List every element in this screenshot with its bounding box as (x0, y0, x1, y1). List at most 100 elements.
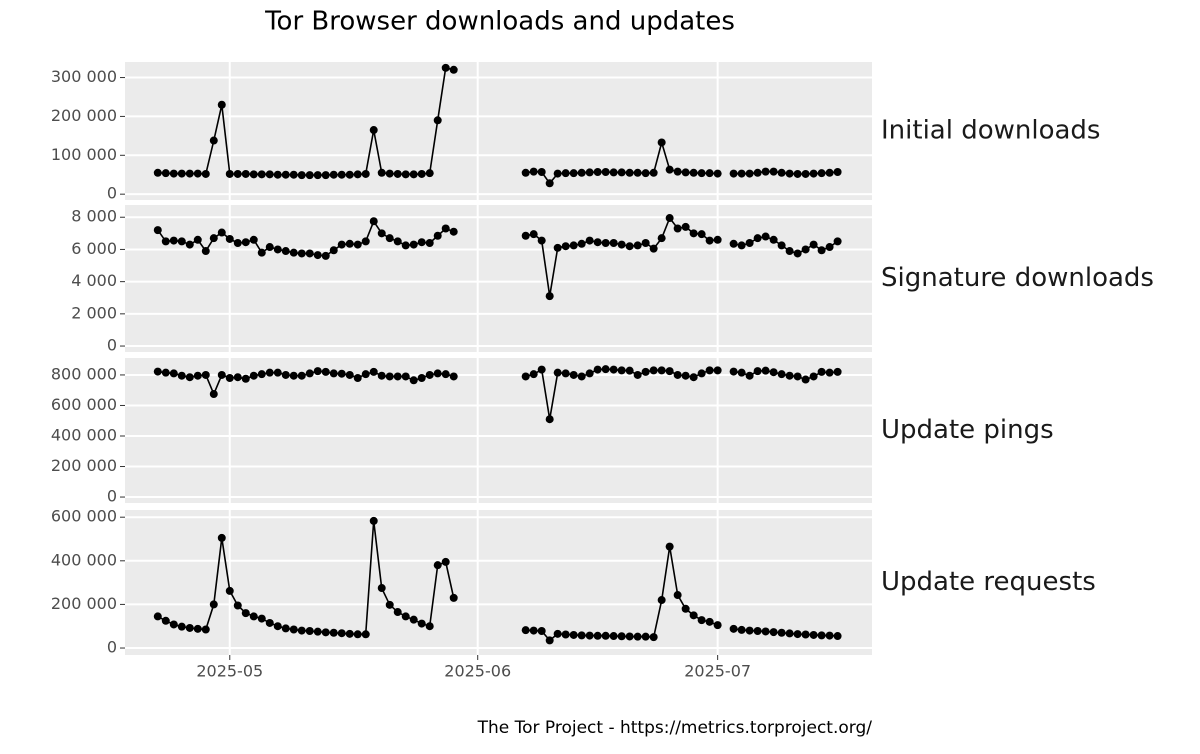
panel-background (125, 205, 872, 352)
data-point (793, 249, 802, 258)
data-point (353, 630, 362, 639)
data-point (385, 600, 394, 609)
data-point (305, 627, 314, 636)
data-point (833, 168, 842, 177)
data-point (185, 240, 194, 249)
data-point (585, 369, 594, 378)
y-tick-label: 8 000 (71, 207, 117, 226)
y-tick-label: 100 000 (51, 145, 117, 164)
data-point (569, 169, 578, 178)
data-point (273, 622, 282, 631)
data-point (705, 617, 714, 626)
data-point (153, 612, 162, 621)
data-point (393, 169, 402, 178)
y-tick-label: 200 000 (51, 106, 117, 125)
data-point (401, 372, 410, 381)
data-point (401, 241, 410, 250)
data-point (209, 600, 218, 609)
data-point (761, 167, 770, 176)
data-point (185, 373, 194, 382)
data-point (649, 244, 658, 253)
data-point (177, 169, 186, 178)
data-point (361, 370, 370, 379)
data-point (345, 239, 354, 248)
data-point (609, 632, 618, 641)
data-point (209, 136, 218, 145)
data-point (529, 167, 538, 176)
data-point (713, 366, 722, 375)
data-point (537, 365, 546, 374)
data-point (313, 627, 322, 636)
data-point (185, 623, 194, 632)
data-point (217, 228, 226, 237)
data-point (417, 169, 426, 178)
data-point (697, 169, 706, 178)
data-point (217, 370, 226, 379)
data-point (729, 239, 738, 248)
data-point (593, 631, 602, 640)
data-point (441, 224, 450, 233)
data-point (585, 168, 594, 177)
data-point (689, 229, 698, 238)
data-point (345, 170, 354, 179)
data-point (561, 369, 570, 378)
data-point (321, 251, 330, 260)
data-point (785, 169, 794, 178)
data-point (425, 169, 434, 178)
data-point (801, 169, 810, 178)
data-point (625, 366, 634, 375)
data-point (577, 239, 586, 248)
data-point (769, 167, 778, 176)
data-point (769, 368, 778, 377)
data-point (809, 240, 818, 249)
data-point (305, 369, 314, 378)
data-point (601, 631, 610, 640)
data-point (649, 366, 658, 375)
data-point (337, 170, 346, 179)
data-point (761, 627, 770, 636)
y-tick-label: 200 000 (51, 594, 117, 613)
data-point (745, 371, 754, 380)
data-point (249, 371, 258, 380)
data-point (161, 616, 170, 625)
data-point (681, 371, 690, 380)
data-point (257, 248, 266, 257)
data-point (449, 65, 458, 74)
data-point (761, 232, 770, 241)
data-point (657, 366, 666, 375)
data-point (153, 367, 162, 376)
data-point (561, 169, 570, 178)
data-point (393, 372, 402, 381)
y-tick-label: 300 000 (51, 67, 117, 86)
data-point (433, 116, 442, 125)
y-tick-label: 400 000 (51, 425, 117, 444)
data-point (617, 168, 626, 177)
data-point (809, 169, 818, 178)
data-point (753, 234, 762, 243)
data-point (577, 168, 586, 177)
data-point (833, 632, 842, 641)
data-point (329, 628, 338, 637)
data-point (537, 168, 546, 177)
data-point (649, 168, 658, 177)
data-point (289, 248, 298, 257)
y-tick-label: 600 000 (51, 507, 117, 526)
data-point (193, 235, 202, 244)
data-point (313, 171, 322, 180)
data-point (441, 557, 450, 566)
data-point (409, 170, 418, 179)
data-point (817, 367, 826, 376)
y-tick-label: 600 000 (51, 395, 117, 414)
data-point (329, 246, 338, 255)
data-point (577, 631, 586, 640)
data-point (713, 235, 722, 244)
data-point (289, 625, 298, 634)
data-point (769, 628, 778, 637)
data-point (409, 376, 418, 385)
data-point (593, 365, 602, 374)
data-point (305, 249, 314, 258)
data-point (521, 168, 530, 177)
data-point (265, 368, 274, 377)
data-point (809, 630, 818, 639)
